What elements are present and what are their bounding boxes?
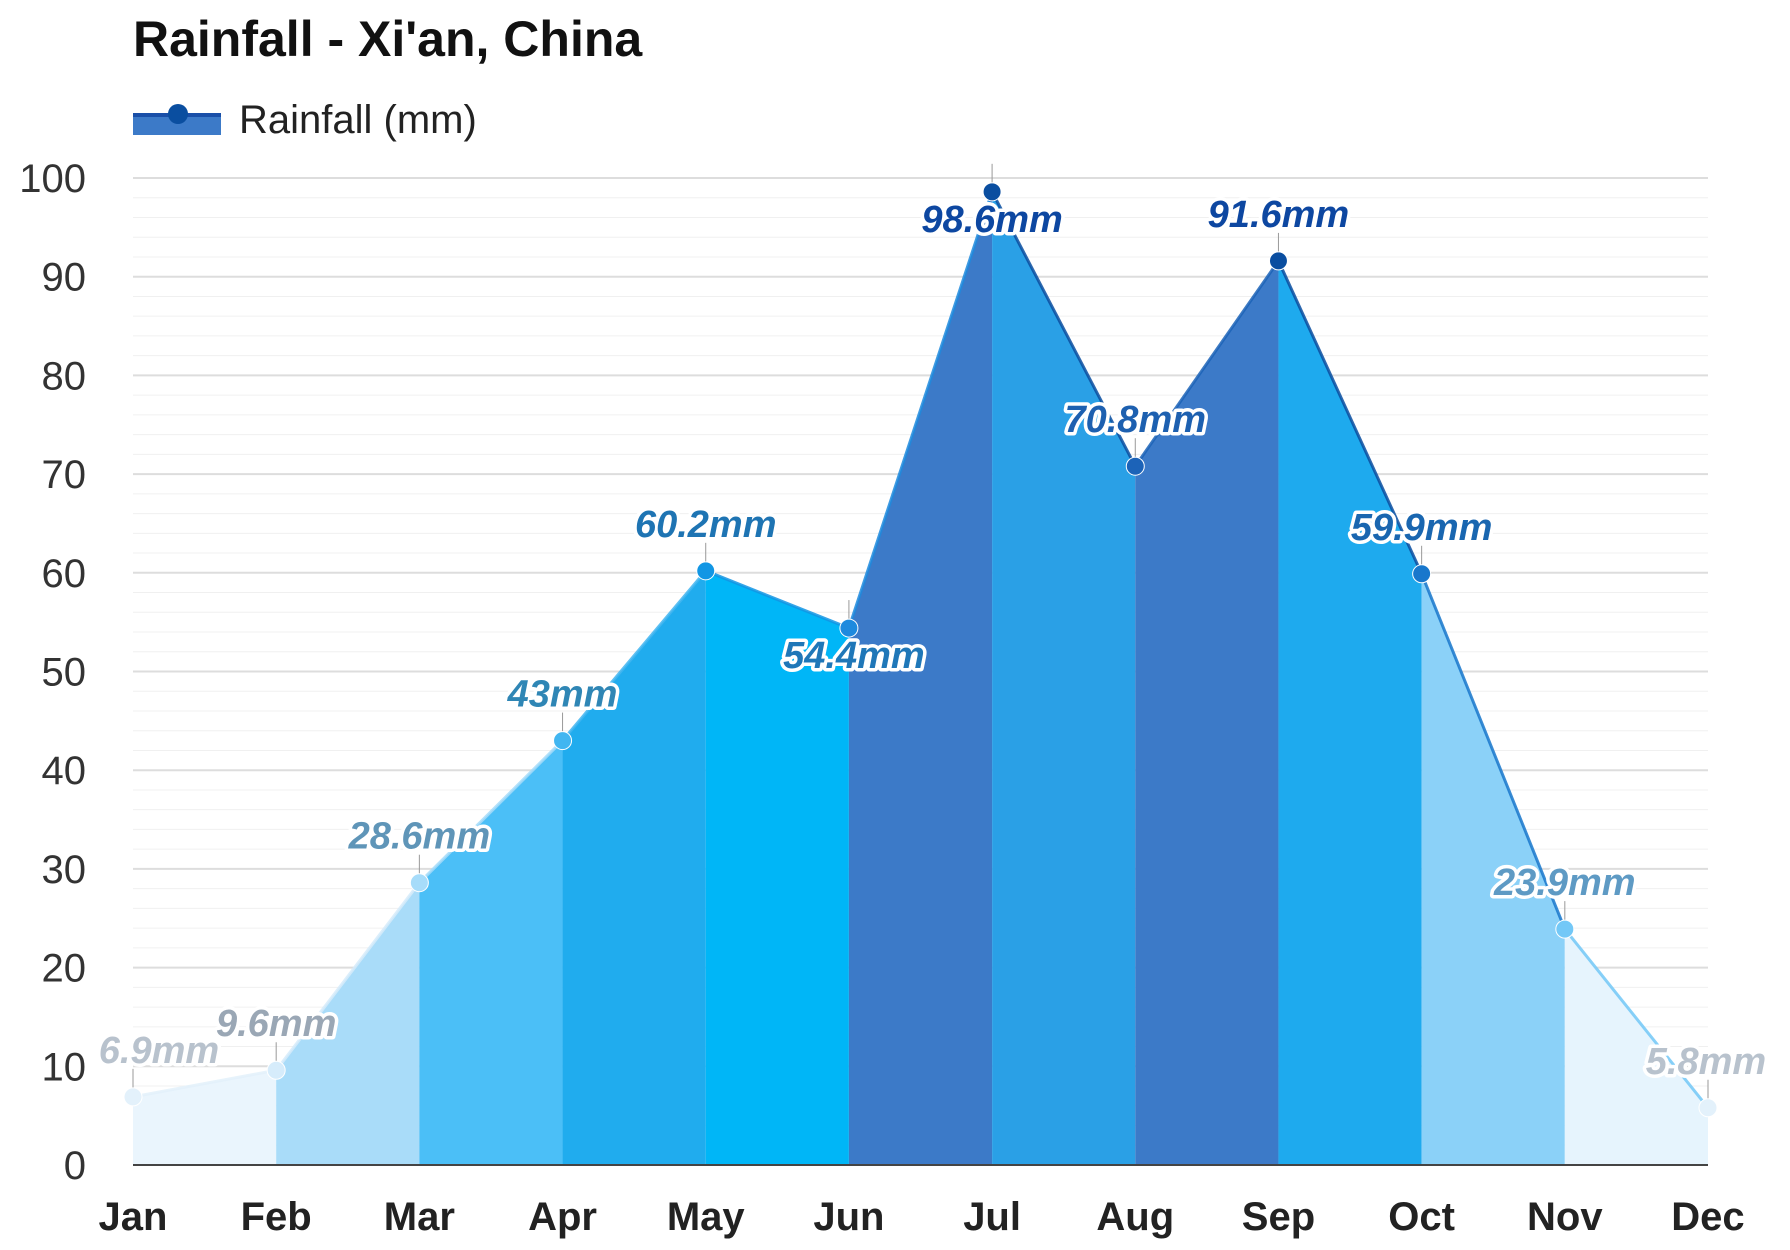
series-line-segment [274, 881, 421, 1072]
data-label: 70.8mm [1064, 399, 1206, 441]
y-tick-label: 90 [42, 256, 87, 300]
area-segment [705, 570, 849, 1165]
data-label: 6.9mm [99, 1030, 219, 1072]
data-point [1125, 456, 1145, 476]
data-label: 98.6mm [921, 199, 1063, 241]
x-tick-label: Oct [1388, 1195, 1455, 1239]
x-tick-label: Mar [384, 1195, 455, 1239]
x-tick-label: May [667, 1195, 746, 1239]
x-tick-label: Jan [99, 1195, 168, 1239]
legend[interactable]: Rainfall (mm) [133, 95, 477, 145]
area-segment [1421, 573, 1565, 1165]
data-point [553, 731, 573, 751]
data-point [409, 873, 429, 893]
area-segment [133, 1070, 277, 1165]
series-line-segment [1563, 928, 1710, 1109]
y-tick-label: 0 [64, 1144, 86, 1188]
series-line-segment [705, 569, 850, 630]
data-label: 91.6mm [1208, 194, 1350, 236]
data-label: 54.4mm [783, 635, 925, 677]
series-line-segment [990, 191, 1137, 467]
data-point [1268, 251, 1288, 271]
axis-layer: 0 10 20 30 40 50 60 70 80 90 100 Jan Feb Mar Apr May Jun… [19, 157, 1744, 1239]
data-label: 59.9mm [1351, 507, 1493, 549]
area-layer [132, 191, 1710, 1166]
y-tick-label: 60 [42, 552, 87, 596]
series-line-segment [1420, 573, 1567, 930]
chart-title: Rainfall - Xi'an, China [133, 11, 643, 67]
data-label: 28.6mm [348, 816, 491, 858]
x-tick-label: Nov [1527, 1195, 1603, 1239]
area-segment [848, 191, 993, 1165]
data-label: 23.9mm [1493, 862, 1636, 904]
point-layer [123, 163, 1718, 1118]
data-point [839, 618, 859, 638]
y-tick-label: 80 [42, 354, 87, 398]
y-tick-label: 100 [19, 157, 86, 201]
area-segment [1278, 260, 1422, 1166]
y-tick-label: 10 [42, 1045, 87, 1089]
data-point [266, 1060, 286, 1080]
data-point [1555, 919, 1575, 939]
y-tick-label: 50 [42, 651, 87, 695]
area-segment [276, 882, 420, 1165]
legend-swatch [133, 104, 221, 135]
data-label: 9.6mm [216, 1003, 336, 1045]
y-tick-label: 40 [42, 749, 87, 793]
series-line-segment [1134, 260, 1280, 468]
y-tick-label: 70 [42, 453, 87, 497]
series-line-segment [132, 1068, 277, 1099]
data-point [982, 182, 1002, 202]
x-tick-label: Apr [528, 1195, 597, 1239]
data-point [696, 561, 716, 581]
data-label: 60.2mm [635, 504, 777, 546]
data-label: 5.8mm [1646, 1041, 1766, 1083]
area-segment [992, 191, 1136, 1165]
x-tick-label: Sep [1242, 1195, 1315, 1239]
area-segment [1135, 260, 1279, 1166]
data-point [1412, 564, 1432, 584]
x-tick-label: Feb [241, 1195, 312, 1239]
x-tick-label: Dec [1671, 1195, 1744, 1239]
area-segment [419, 740, 563, 1165]
area-segment [562, 570, 706, 1165]
area-segment [1564, 929, 1708, 1165]
series-line-segment [1277, 260, 1424, 575]
x-tick-label: Aug [1096, 1195, 1174, 1239]
series-line-segment [561, 569, 707, 742]
series-line-segment [847, 191, 994, 629]
x-tick-label: Jul [963, 1195, 1021, 1239]
data-point [1698, 1098, 1718, 1118]
legend-label: Rainfall (mm) [239, 97, 477, 142]
series-line-segment [418, 739, 564, 884]
data-label: 43mm [507, 674, 618, 716]
y-tick-label: 20 [42, 947, 87, 991]
y-tick-label: 30 [42, 848, 87, 892]
x-tick-label: Jun [813, 1195, 884, 1239]
data-point [123, 1087, 143, 1107]
